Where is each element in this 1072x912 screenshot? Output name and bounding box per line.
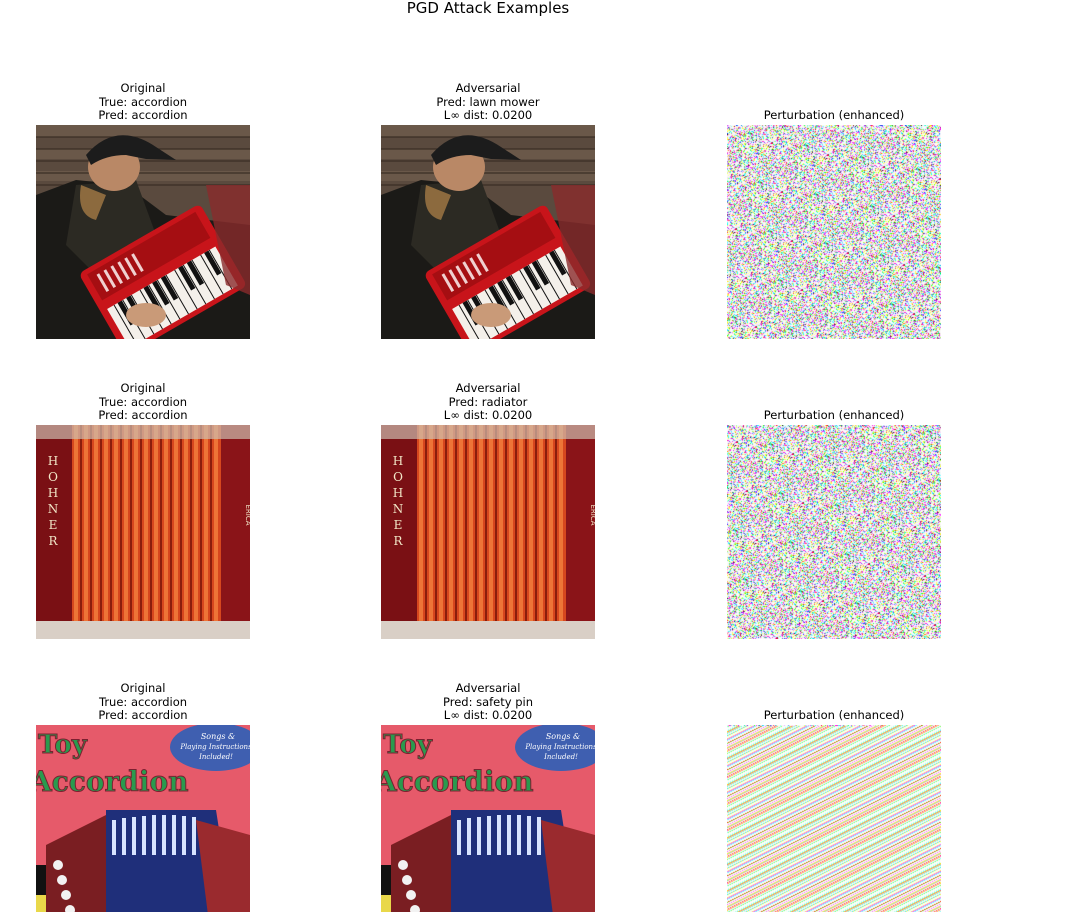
svg-text:ERICA: ERICA bbox=[244, 504, 250, 525]
accordion-player-photo bbox=[381, 125, 595, 339]
caption-line: L∞ dist: 0.0200 bbox=[443, 408, 533, 423]
svg-text:Songs &: Songs & bbox=[546, 732, 580, 741]
svg-text:Playing Instructions: Playing Instructions bbox=[524, 743, 595, 751]
caption-line: Original bbox=[120, 381, 166, 395]
caption-line: Pred: safety pin bbox=[442, 694, 534, 709]
caption-line: Adversarial bbox=[455, 381, 521, 395]
noise-canvas bbox=[727, 125, 941, 339]
caption-line: Perturbation (enhanced) bbox=[763, 708, 905, 722]
figure-title: PGD Attack Examples bbox=[406, 0, 570, 17]
caption-original-1: Original True: accordion Pred: accordion bbox=[0, 81, 310, 123]
caption-line: Pred: lawn mower bbox=[436, 94, 540, 109]
noise-canvas bbox=[727, 425, 941, 639]
svg-text:ERICA: ERICA bbox=[589, 504, 595, 525]
caption-adversarial-1: Adversarial Pred: lawn mower L∞ dist: 0.… bbox=[321, 81, 655, 123]
caption-line: True: accordion bbox=[98, 394, 188, 409]
svg-text:Toy: Toy bbox=[38, 730, 88, 760]
svg-text:Included!: Included! bbox=[198, 753, 233, 761]
caption-line: Adversarial bbox=[455, 81, 521, 95]
original-image-3: Toy Accordion Songs & Playing Instructio… bbox=[36, 725, 250, 912]
perturbation-image-2 bbox=[727, 425, 941, 639]
caption-adversarial-3: Adversarial Pred: safety pin L∞ dist: 0.… bbox=[321, 681, 655, 723]
caption-adversarial-2: Adversarial Pred: radiator L∞ dist: 0.02… bbox=[321, 381, 655, 423]
caption-line: Pred: radiator bbox=[448, 394, 528, 409]
caption-line: L∞ dist: 0.0200 bbox=[443, 708, 533, 723]
svg-text:Accordion: Accordion bbox=[36, 765, 189, 798]
caption-original-3: Original True: accordion Pred: accordion bbox=[0, 681, 310, 723]
caption-line: True: accordion bbox=[98, 694, 188, 709]
svg-text:Toy: Toy bbox=[383, 730, 433, 760]
caption-line: Pred: accordion bbox=[98, 708, 188, 723]
caption-line: L∞ dist: 0.0200 bbox=[443, 108, 533, 123]
svg-text:Playing Instructions: Playing Instructions bbox=[179, 743, 250, 751]
svg-text:Accordion: Accordion bbox=[381, 765, 534, 798]
caption-line: Perturbation (enhanced) bbox=[763, 408, 905, 422]
adversarial-image-1 bbox=[381, 125, 595, 339]
caption-line: Adversarial bbox=[455, 681, 521, 695]
caption-line: Original bbox=[120, 81, 166, 95]
caption-line: Pred: accordion bbox=[98, 408, 188, 423]
caption-perturbation-3: Perturbation (enhanced) bbox=[667, 708, 1001, 723]
caption-line: Perturbation (enhanced) bbox=[763, 108, 905, 122]
perturbation-image-1 bbox=[727, 125, 941, 339]
svg-text:Songs &: Songs & bbox=[201, 732, 235, 741]
caption-original-2: Original True: accordion Pred: accordion bbox=[0, 381, 310, 423]
caption-perturbation-1: Perturbation (enhanced) bbox=[667, 108, 1001, 123]
svg-text:Included!: Included! bbox=[543, 753, 578, 761]
caption-line: True: accordion bbox=[98, 94, 188, 109]
perturbation-image-3 bbox=[727, 725, 941, 912]
noise-canvas bbox=[727, 725, 941, 912]
original-image-1 bbox=[36, 125, 250, 339]
caption-line: Pred: accordion bbox=[98, 108, 188, 123]
toy-accordion-cover-photo: Toy Accordion Songs & Playing Instructio… bbox=[36, 725, 250, 912]
accordion-player-photo bbox=[36, 125, 250, 339]
caption-line: Original bbox=[120, 681, 166, 695]
adversarial-image-3: Toy Accordion Songs & Playing Instructio… bbox=[381, 725, 595, 912]
toy-accordion-cover-photo: Toy Accordion Songs & Playing Instructio… bbox=[381, 725, 595, 912]
caption-perturbation-2: Perturbation (enhanced) bbox=[667, 408, 1001, 423]
